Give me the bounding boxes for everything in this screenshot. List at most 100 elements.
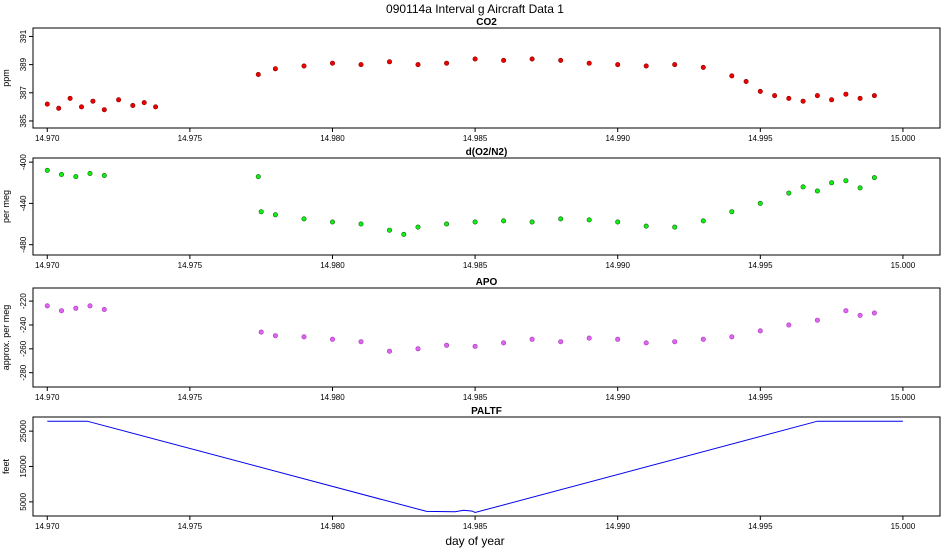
y-tick-label: -280 — [19, 364, 28, 381]
y-tick-label: 389 — [19, 57, 28, 71]
data-point — [501, 57, 507, 63]
data-point — [843, 178, 849, 184]
x-tick-label: 14.995 — [748, 393, 773, 402]
x-tick-label: 14.970 — [35, 261, 60, 270]
data-point — [786, 190, 792, 196]
data-point — [558, 57, 564, 63]
y-axis-label: ppm — [1, 69, 11, 87]
data-point — [90, 98, 96, 104]
x-tick-label: 14.970 — [35, 393, 60, 402]
data-point — [586, 335, 592, 341]
data-point — [358, 339, 364, 345]
data-point — [857, 312, 863, 318]
data-point — [871, 175, 877, 181]
data-point — [772, 93, 778, 99]
data-point — [800, 98, 806, 104]
data-point — [87, 303, 93, 309]
data-point — [857, 95, 863, 101]
data-point — [672, 62, 678, 68]
y-tick-label: -400 — [19, 154, 28, 171]
data-point — [529, 56, 535, 62]
plot-frame — [32, 27, 941, 129]
x-tick-label: 14.970 — [35, 134, 60, 143]
x-tick-label: 14.990 — [605, 522, 630, 531]
data-point — [729, 73, 735, 79]
data-point — [329, 219, 335, 225]
data-point — [700, 218, 706, 224]
data-point — [401, 231, 407, 237]
panel-title: d(O2/N2) — [466, 147, 508, 158]
data-point — [44, 303, 50, 309]
panel-1: d(O2/N2) per meg 14.970 14.975 14.980 14.985 1… — [1, 147, 941, 270]
x-tick-label: 14.985 — [463, 522, 488, 531]
y-tick-label: 5000 — [19, 492, 28, 510]
y-tick-label: -260 — [19, 340, 28, 357]
data-point — [258, 209, 264, 215]
x-tick-label: 14.980 — [320, 522, 345, 531]
x-tick-label: 14.995 — [748, 134, 773, 143]
y-axis-label: feet — [1, 458, 11, 474]
x-tick-label: 14.975 — [178, 393, 203, 402]
data-point — [643, 340, 649, 346]
x-tick-label: 14.995 — [748, 261, 773, 270]
data-point — [829, 97, 835, 103]
data-point — [615, 62, 621, 68]
data-point — [786, 95, 792, 101]
y-tick-label: 385 — [19, 114, 28, 128]
data-point — [743, 79, 749, 85]
x-tick-label: 14.975 — [178, 134, 203, 143]
data-point — [558, 216, 564, 222]
data-point — [153, 104, 159, 110]
data-point — [272, 333, 278, 339]
data-point — [44, 167, 50, 173]
data-point — [814, 93, 820, 99]
data-point — [672, 339, 678, 345]
plot-frame — [32, 416, 941, 517]
data-point — [73, 305, 79, 311]
x-tick-label: 15.000 — [891, 522, 916, 531]
data-point — [615, 336, 621, 342]
data-point — [529, 219, 535, 225]
data-point — [358, 221, 364, 227]
x-axis-label: day of year — [445, 534, 504, 548]
data-point — [501, 218, 507, 224]
data-point — [871, 93, 877, 99]
series-group — [44, 167, 877, 237]
x-tick-label: 14.980 — [320, 261, 345, 270]
x-tick-label: 14.985 — [463, 134, 488, 143]
data-point — [386, 227, 392, 233]
data-point — [130, 103, 136, 109]
x-tick-label: 14.980 — [320, 134, 345, 143]
data-point — [255, 72, 261, 78]
figure-title: 090114a Interval g Aircraft Data 1 — [386, 2, 564, 16]
data-point — [272, 66, 278, 72]
data-point — [101, 306, 107, 312]
y-axis-label: per meg — [1, 190, 11, 223]
series-group — [47, 420, 903, 514]
x-tick-label: 14.980 — [320, 393, 345, 402]
data-point — [814, 317, 820, 323]
data-point — [101, 107, 107, 113]
data-point — [786, 322, 792, 328]
panel-0: CO2 ppm 14.970 14.975 14.980 14.985 14.990 14.9… — [1, 17, 941, 143]
panel-title: CO2 — [476, 17, 497, 28]
data-point — [386, 59, 392, 65]
data-point — [329, 60, 335, 66]
x-tick-label: 15.000 — [891, 393, 916, 402]
data-point — [857, 185, 863, 191]
x-tick-label: 15.000 — [891, 134, 916, 143]
data-point — [444, 221, 450, 227]
data-point — [672, 224, 678, 230]
x-tick-label: 14.990 — [605, 393, 630, 402]
data-point — [255, 174, 261, 180]
plot-frame — [32, 157, 941, 256]
y-tick-label: -440 — [19, 195, 28, 212]
data-point — [586, 217, 592, 223]
panels: CO2 ppm 14.970 14.975 14.980 14.985 14.990 14.9… — [1, 17, 941, 531]
data-point — [472, 219, 478, 225]
data-point — [700, 336, 706, 342]
data-point — [729, 209, 735, 215]
data-point — [700, 64, 706, 70]
data-point — [58, 172, 64, 178]
